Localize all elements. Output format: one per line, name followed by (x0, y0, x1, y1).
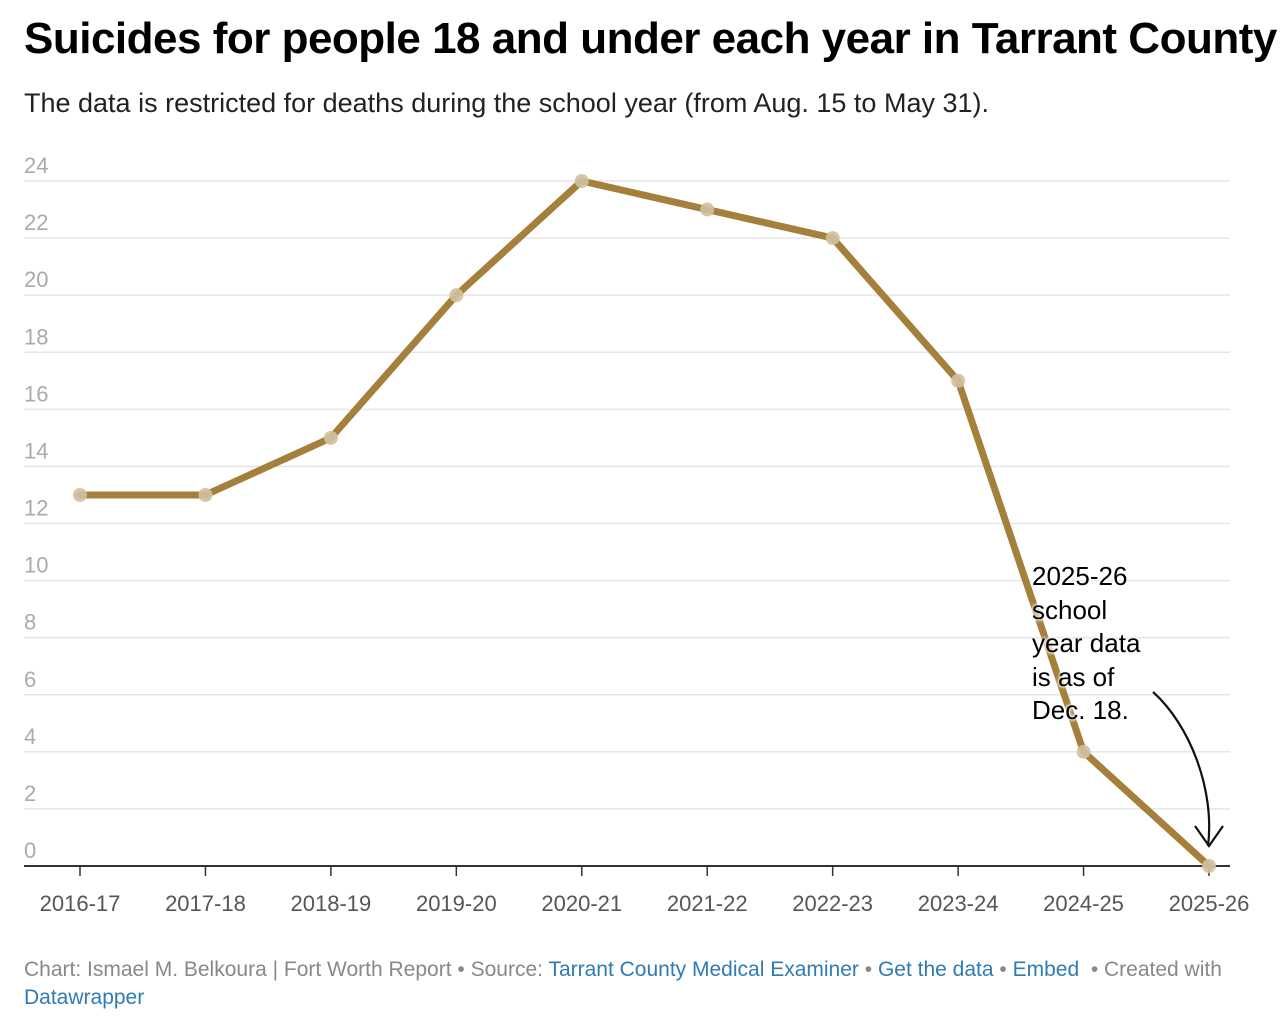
created-with-text: Created with (1104, 958, 1222, 981)
y-tick-label: 20 (24, 267, 48, 292)
x-tick-label: 2016-17 (40, 891, 121, 916)
y-tick-label: 2 (24, 781, 36, 806)
data-points (73, 174, 1216, 873)
x-tick-label: 2024-25 (1043, 891, 1124, 916)
get-data-link[interactable]: Get the data (877, 958, 994, 981)
y-tick-label: 14 (24, 438, 48, 463)
separator: • (864, 958, 873, 981)
chart-footer: Chart: Ismael M. Belkoura | Fort Worth R… (24, 956, 1254, 1012)
x-tick-label: 2023-24 (918, 891, 999, 916)
data-point[interactable] (1202, 859, 1216, 873)
x-tick-label: 2017-18 (165, 891, 246, 916)
data-point[interactable] (1076, 744, 1091, 759)
y-tick-label: 18 (24, 324, 48, 349)
data-point[interactable] (73, 487, 87, 502)
annotation-line: school (1032, 594, 1108, 625)
y-tick-label: 12 (24, 496, 48, 521)
data-point[interactable] (951, 373, 966, 388)
x-tick-label: 2025-26 (1169, 891, 1250, 916)
y-tick-label: 6 (24, 667, 36, 692)
x-axis: 2016-17 2017-18 2018-19 2019-20 2020-21 2021-… (24, 865, 1250, 916)
datawrapper-link[interactable]: Datawrapper (24, 986, 145, 1009)
x-tick-label: 2018-19 (291, 891, 372, 916)
data-point[interactable] (198, 487, 213, 502)
y-tick-label: 4 (24, 724, 36, 749)
x-tick-label: 2019-20 (416, 891, 497, 916)
credit-text: Chart: Ismael M. Belkoura | Fort Worth R… (24, 958, 452, 981)
annotation-line: 2025-26 (1032, 561, 1128, 591)
data-point[interactable] (700, 202, 715, 217)
separator: • (457, 958, 465, 981)
data-point[interactable] (574, 174, 589, 188)
data-point[interactable] (449, 288, 464, 303)
chart-title: Suicides for people 18 and under each ye… (24, 14, 1277, 63)
embed-link[interactable]: Embed (1012, 958, 1080, 981)
y-tick-label: 0 (24, 838, 36, 863)
series-line (76, 177, 1213, 870)
source-link[interactable]: Tarrant County Medical Examiner (548, 958, 859, 981)
x-tick-label: 2020-21 (541, 891, 622, 916)
data-point[interactable] (825, 231, 840, 246)
separator: • (999, 958, 1007, 981)
x-tick-label: 2022-23 (792, 891, 873, 916)
y-tick-label: 24 (24, 153, 48, 178)
annotation-arrow (1152, 691, 1211, 847)
gridlines (24, 180, 1230, 810)
series-line-group (76, 177, 1213, 870)
annotation-note: 2025-26 school year data is as of Dec. 1… (1032, 560, 1140, 728)
y-tick-label: 22 (24, 210, 48, 235)
source-label: Source: (470, 958, 543, 981)
y-tick-label: 10 (24, 553, 48, 578)
chart-subtitle: The data is restricted for deaths during… (24, 88, 989, 118)
data-point[interactable] (323, 430, 338, 445)
annotation-line: year data (1032, 628, 1141, 658)
annotation-line: is as of (1032, 661, 1115, 692)
annotation-arrowhead (1194, 825, 1224, 848)
y-tick-label: 8 (24, 610, 36, 635)
annotation-line: Dec. 18. (1032, 695, 1129, 725)
separator: • (1090, 958, 1099, 981)
x-tick-label: 2021-22 (667, 891, 748, 916)
y-tick-label: 16 (24, 381, 48, 406)
